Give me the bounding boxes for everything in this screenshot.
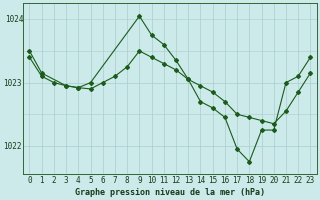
X-axis label: Graphe pression niveau de la mer (hPa): Graphe pression niveau de la mer (hPa) xyxy=(75,188,265,197)
Text: 1024: 1024 xyxy=(5,15,23,24)
